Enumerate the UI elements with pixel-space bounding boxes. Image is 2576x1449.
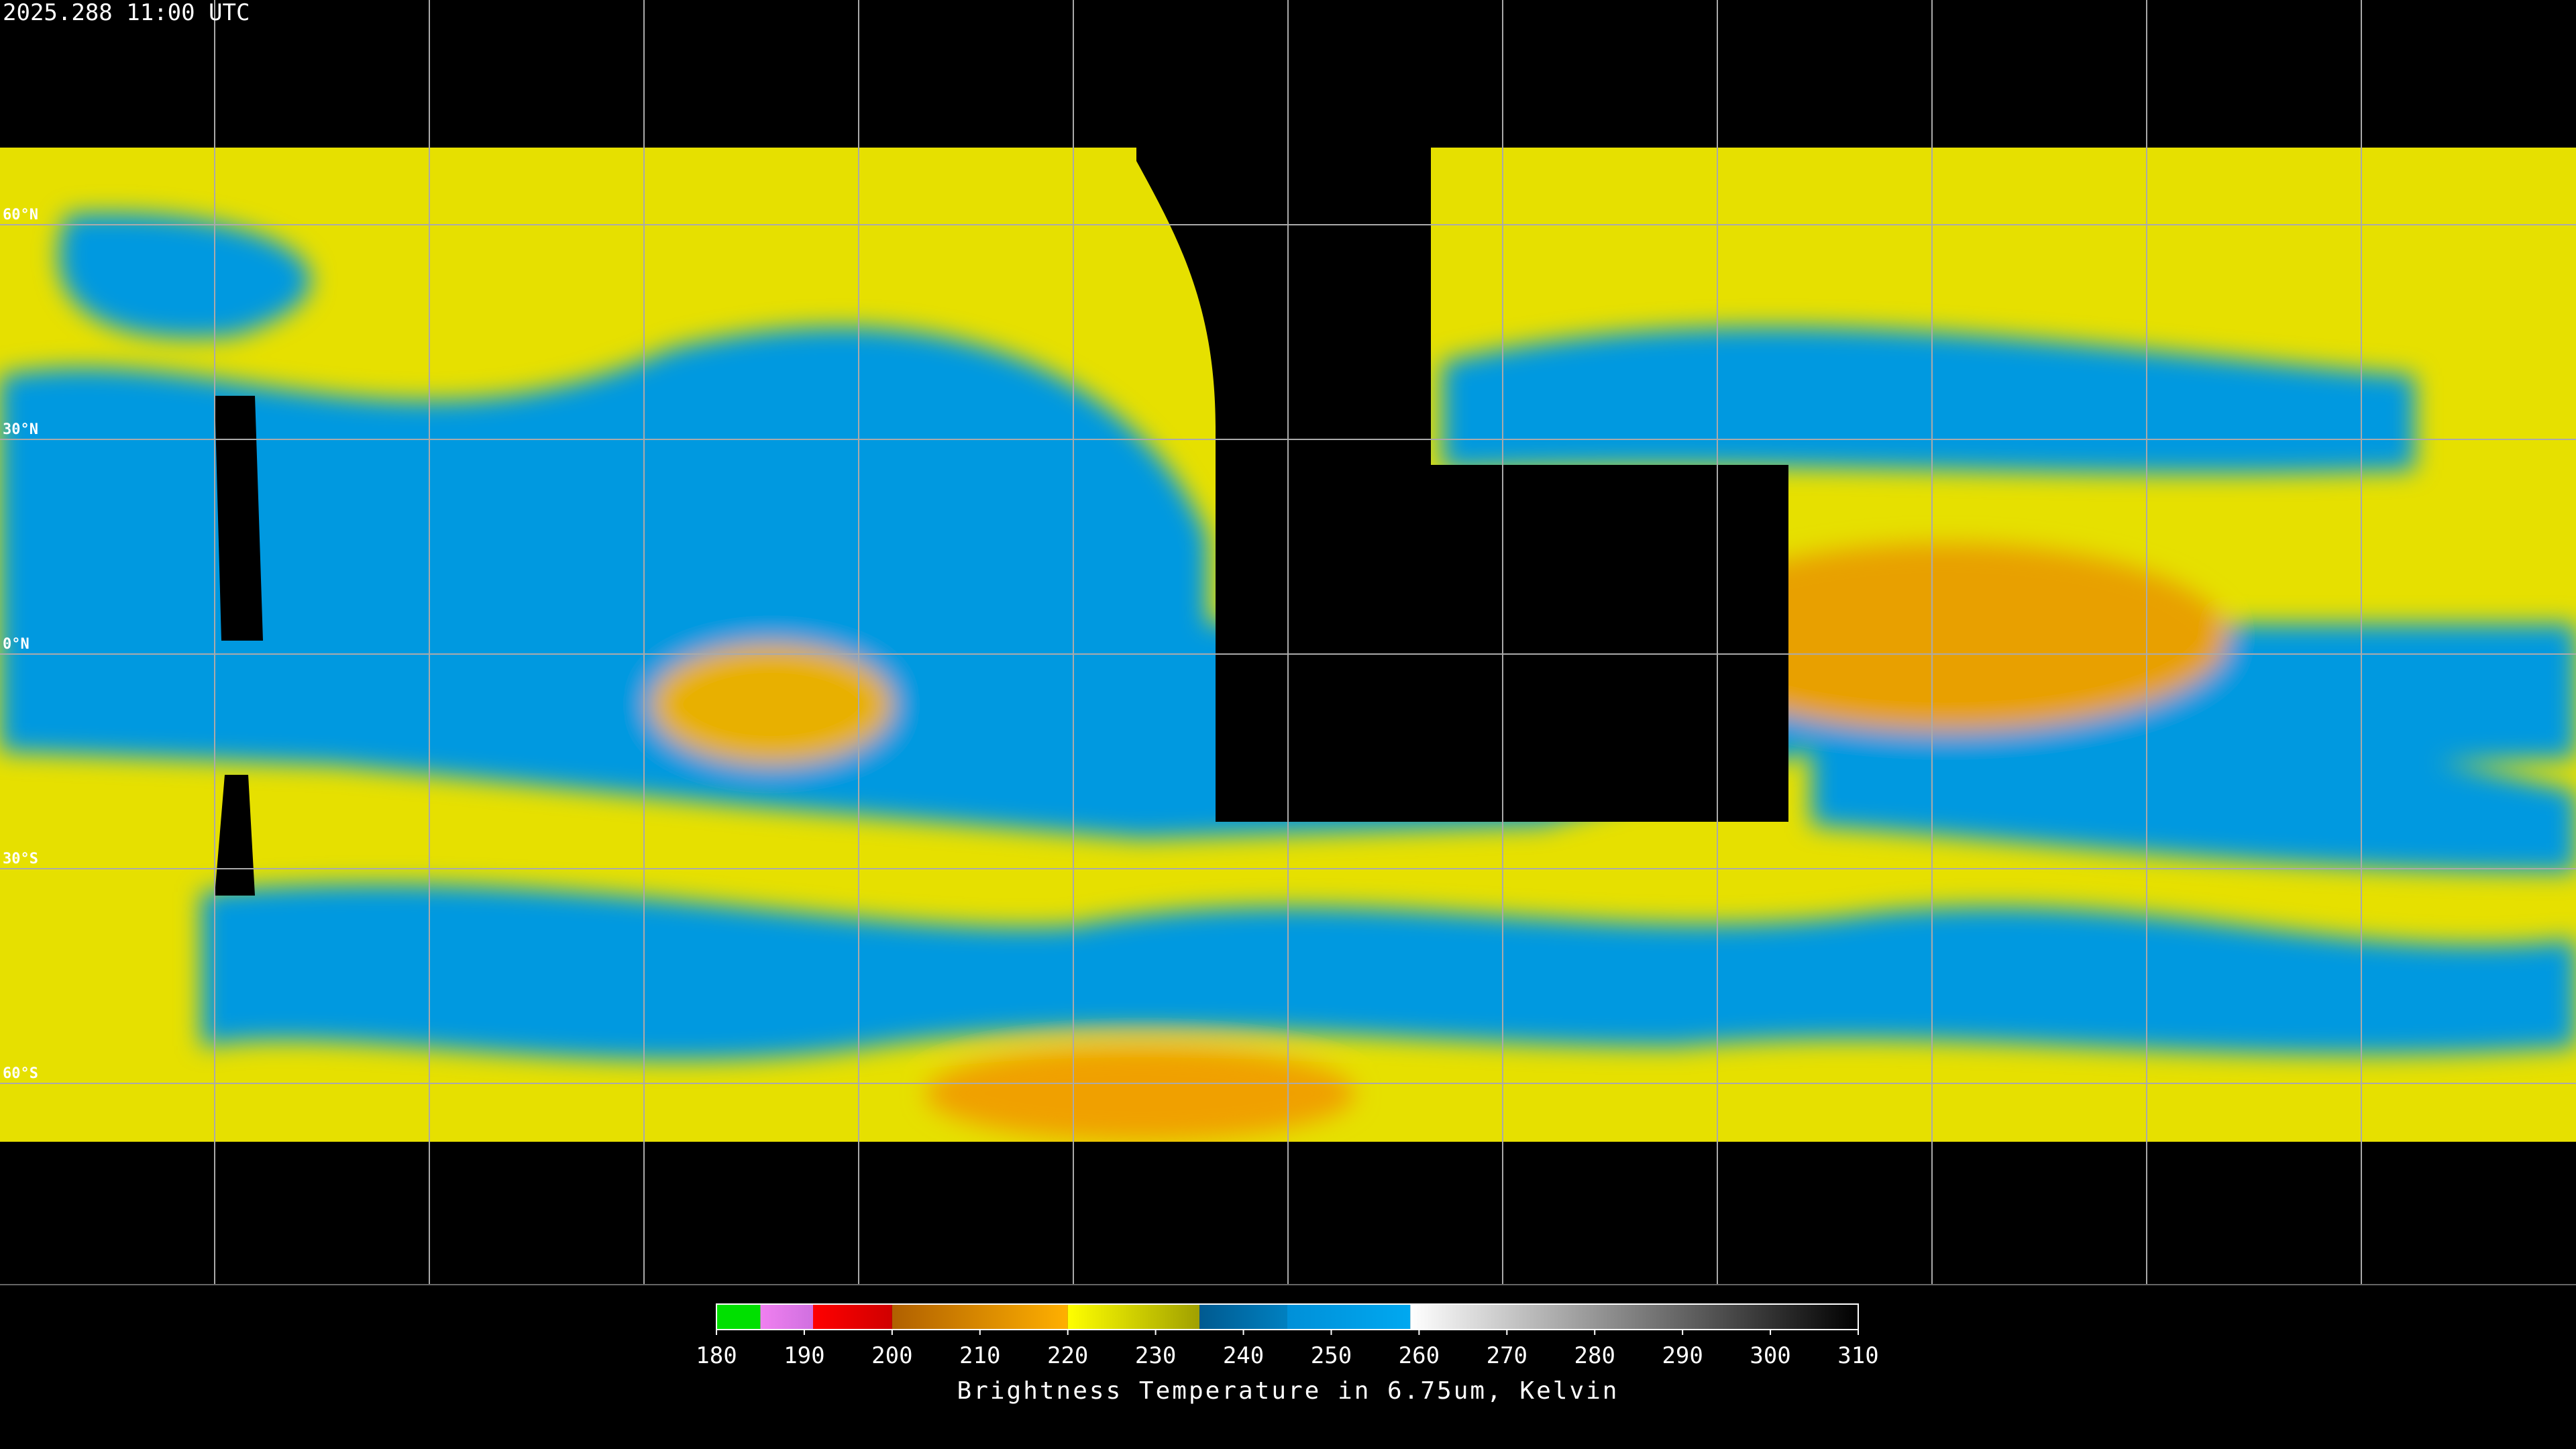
colorbar-tick-label: 200 [871, 1342, 912, 1369]
timestamp: 2025.288 11:00 UTC [3, 0, 250, 26]
colorbar-tick-label: 300 [1750, 1342, 1790, 1369]
colorbar-tick-label: 290 [1662, 1342, 1703, 1369]
latitude-label: 0°N [3, 636, 30, 653]
colorbar: 180 190 200 210 220 230 240 250 260 270 280 290 300 3… [696, 1303, 1879, 1369]
colorbar-segment [813, 1304, 892, 1330]
colorbar-segment [1199, 1304, 1287, 1330]
colorbar-tick-label: 260 [1399, 1342, 1440, 1369]
latitude-label: 60°S [3, 1065, 38, 1082]
colorbar-tick-label: 180 [696, 1342, 737, 1369]
latitude-label: 60°N [3, 207, 38, 223]
colorbar-frame [716, 1303, 1859, 1330]
colorbar-segment [1410, 1304, 1858, 1330]
colorbar-segment [760, 1304, 814, 1330]
colorbar-tick-label: 240 [1223, 1342, 1264, 1369]
colorbar-segment [1067, 1304, 1200, 1330]
colorbar-title: Brightness Temperature in 6.75um, Kelvin [957, 1377, 1619, 1405]
colorbar-tick-label: 310 [1837, 1342, 1878, 1369]
colorbar-tick-label: 230 [1135, 1342, 1176, 1369]
colorbar-segment [892, 1304, 1068, 1330]
colorbar-tick-label: 270 [1487, 1342, 1527, 1369]
colorbar-segment [716, 1304, 761, 1330]
no-data [1136, 0, 2576, 822]
colorbar-tick-label: 250 [1311, 1342, 1352, 1369]
no-data [215, 396, 263, 896]
colorbar-tick-label: 210 [959, 1342, 1000, 1369]
colorbar-segment [1287, 1304, 1411, 1330]
colorbar-tick-label: 280 [1574, 1342, 1615, 1369]
colorbar-tick-label: 220 [1047, 1342, 1088, 1369]
colorbar-tick-label: 190 [784, 1342, 824, 1369]
latitude-label: 30°N [3, 421, 38, 438]
graticule [0, 0, 2576, 1285]
latitude-label: 30°S [3, 851, 38, 867]
